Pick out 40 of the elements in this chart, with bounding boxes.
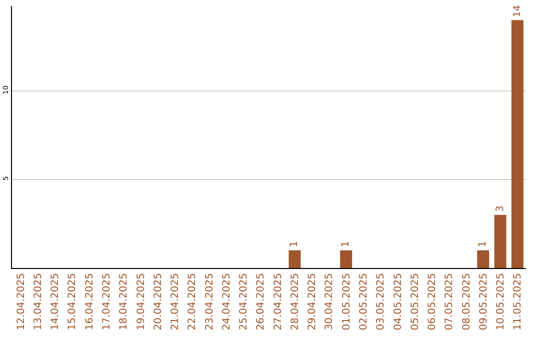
bar — [340, 250, 352, 268]
x-tick-label: 03.05.2025 — [376, 273, 387, 330]
x-tick-label: 19.04.2025 — [136, 273, 147, 330]
data-label: 1 — [289, 240, 300, 248]
x-tick-label: 04.05.2025 — [392, 273, 404, 330]
x-tick-label: 22.04.2025 — [187, 273, 198, 330]
x-tick-label: 26.04.2025 — [256, 273, 267, 330]
x-tick-label: 14.04.2025 — [50, 273, 62, 330]
x-tick-label: 20.04.2025 — [152, 273, 164, 330]
x-tick-label: 15.04.2025 — [67, 273, 78, 330]
x-tick-label: 17.04.2025 — [101, 273, 112, 330]
x-tick-label: 05.05.2025 — [410, 273, 421, 330]
x-tick-label: 16.04.2025 — [84, 273, 96, 330]
x-tick-label: 10.05.2025 — [496, 273, 507, 330]
x-tick-label: 30.04.2025 — [324, 273, 336, 330]
x-tick-label: 13.04.2025 — [32, 273, 44, 330]
data-label: 14 — [512, 5, 523, 18]
x-tick-label: 12.04.2025 — [16, 273, 27, 330]
x-tick-label: 06.05.2025 — [427, 273, 438, 330]
x-tick-label: 02.05.2025 — [358, 273, 370, 330]
x-tick-label: 25.04.2025 — [238, 273, 250, 330]
x-tick-label: 27.04.2025 — [272, 273, 284, 330]
bar — [511, 20, 524, 268]
x-tick-label: 21.04.2025 — [170, 273, 182, 330]
x-tick-label: 07.05.2025 — [444, 273, 456, 330]
bar — [477, 250, 490, 268]
x-tick-label: 08.05.2025 — [461, 273, 472, 330]
x-tick-label: 24.04.2025 — [221, 273, 232, 330]
data-label: 1 — [478, 240, 489, 248]
x-tick-label: 28.04.2025 — [290, 273, 301, 330]
data-label: 3 — [494, 206, 506, 212]
x-tick-label: 11.05.2025 — [512, 273, 524, 330]
x-tick-label: 29.04.2025 — [307, 273, 318, 330]
x-tick-label: 23.04.2025 — [204, 273, 216, 330]
x-tick-label: 18.04.2025 — [118, 273, 130, 330]
x-tick-label: 09.05.2025 — [478, 273, 490, 330]
bar — [494, 214, 506, 268]
bar — [288, 250, 301, 268]
x-tick-label: 01.05.2025 — [341, 273, 352, 330]
data-label: 1 — [340, 240, 352, 248]
